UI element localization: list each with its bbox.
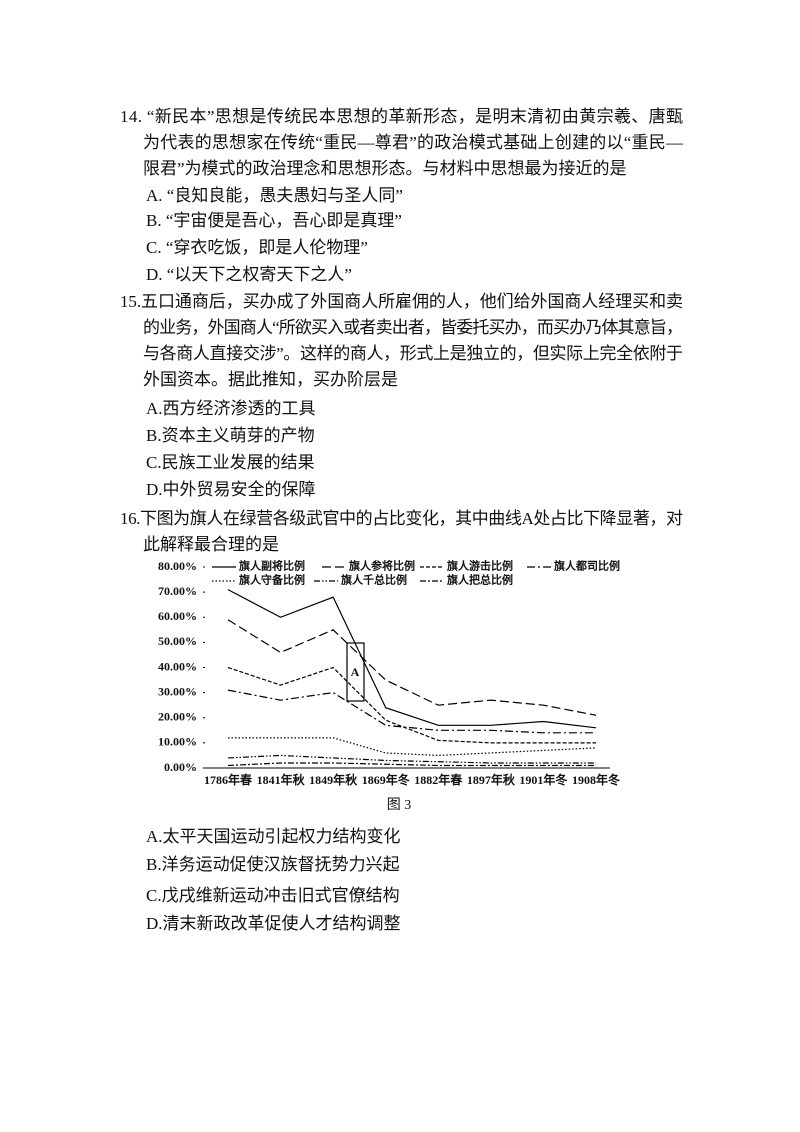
option: B.资本主义萌芽的产物 (146, 426, 315, 445)
x-tick-label: 1908年冬 (572, 772, 620, 787)
question-text: 外国资本。据此推知，买办阶层是 (143, 370, 398, 389)
question-text: 限君”为模式的政治理念和思想形态。与材料中思想最为接近的是 (143, 158, 627, 178)
y-tick-label: 0.00% (164, 760, 197, 774)
question-text: 与各商人直接交涉”。这样的商人，形式上是独立的，但实际上完全依附于 (143, 344, 683, 363)
legend-label: 旗人副将比例 (239, 559, 305, 573)
option: B.洋务运动促使汉族督抚势力兴起 (146, 854, 400, 874)
data-line (227, 589, 597, 729)
option: A.西方经济渗透的工具 (146, 399, 316, 418)
option: D. “以天下之权寄天下之人” (146, 265, 352, 284)
y-tick-label: 40.00% (158, 659, 197, 673)
option: A.太平天国运动引起权力结构变化 (146, 827, 401, 846)
option: D.中外贸易安全的保障 (146, 480, 316, 499)
x-tick-label: 1869年冬 (362, 772, 410, 787)
y-tick-label: 30.00% (158, 684, 197, 698)
data-line (227, 689, 596, 734)
y-tick-label: 50.00% (158, 634, 197, 648)
annotation: A (351, 665, 360, 679)
data-line (227, 754, 596, 764)
option: C. “穿衣吃饭，即是人伦物理” (146, 238, 368, 257)
y-tick-label: 70.00% (158, 584, 197, 598)
legend-label: 旗人参将比例 (349, 559, 415, 573)
question-text: 16.下图为旗人在绿营各级武官中的占比变化，其中曲线A处占比下降显著，对 (120, 509, 683, 528)
y-tick-label: 60.00% (158, 609, 197, 623)
option: A. “良知良能，愚夫愚妇与圣人同” (146, 186, 403, 205)
question-text: 15.五口通商后，买办成了外国商人所雇佣的人，他们给外国商人经理买和卖 (120, 292, 683, 311)
figure-caption: 图 3 (387, 798, 412, 813)
question-text: 为代表的思想家在传统“重民—尊君”的政治模式基础上创建的以“重民— (143, 133, 684, 152)
legend-label: 旗人把总比例 (447, 573, 513, 587)
data-line (227, 666, 596, 744)
legend-label: 旗人守备比例 (239, 573, 305, 587)
data-line (227, 619, 597, 716)
question-text: 此解释最合理的是 (143, 535, 279, 554)
option: C.民族工业发展的结果 (146, 453, 315, 472)
y-tick-label: 10.00% (158, 735, 197, 749)
y-tick-label: 80.00% (158, 559, 197, 573)
question-text: 的业务，外国商人“所欲买入或者卖出者，皆委托买办，而买办乃体其意旨， (143, 318, 683, 337)
option: B. “宇宙便是吾心，吾心即是真理” (146, 211, 402, 230)
x-tick-label: 1849年秋 (309, 772, 358, 787)
x-tick-label: 1841年秋 (257, 772, 306, 787)
data-line (228, 737, 597, 757)
legend-label: 旗人游击比例 (447, 559, 513, 573)
legend-label: 旗人千总比例 (341, 573, 407, 587)
option: D.清末新政改革促使人才结构调整 (146, 913, 401, 933)
question-text: 14. “新民本”思想是传统民本思想的革新形态，是明末清初由黄宗羲、唐甄 (120, 106, 683, 126)
data-line (227, 762, 596, 767)
y-tick-label: 20.00% (158, 710, 197, 724)
x-tick-label: 1901年冬 (519, 772, 567, 787)
legend-label: 旗人都司比例 (554, 559, 620, 573)
x-tick-label: 1786年春 (204, 772, 253, 787)
x-tick-label: 1882年春 (414, 772, 463, 787)
x-tick-label: 1897年秋 (467, 772, 516, 787)
option: C.戊戌维新运动冲击旧式官僚结构 (146, 886, 400, 905)
